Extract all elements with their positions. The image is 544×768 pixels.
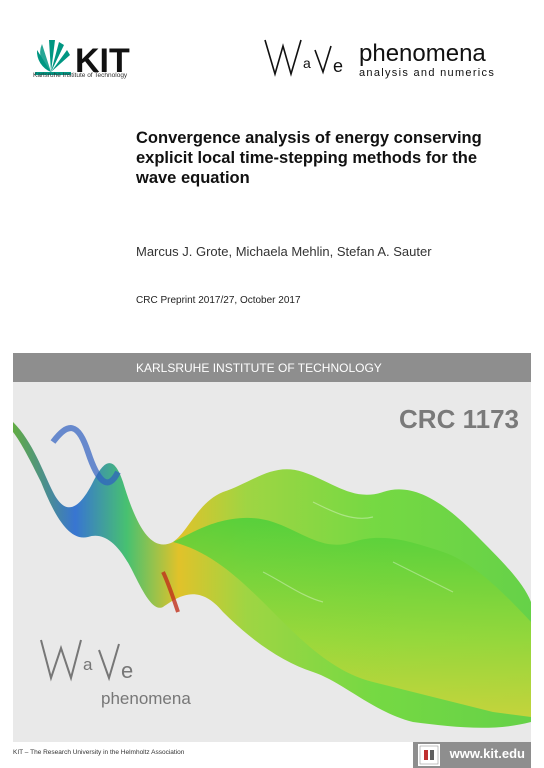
svg-text:e: e bbox=[121, 658, 133, 683]
svg-text:a: a bbox=[83, 655, 93, 674]
footer-tagline: KIT – The Research University in the Hel… bbox=[13, 749, 185, 756]
wave-logo-word: phenomena bbox=[101, 689, 191, 708]
institute-banner: KARLSRUHE INSTITUTE OF TECHNOLOGY bbox=[13, 353, 531, 382]
kit-subtitle: Karlsruhe Institute of Technology bbox=[33, 72, 128, 79]
document-authors: Marcus J. Grote, Michaela Mehlin, Stefan… bbox=[136, 244, 432, 259]
kit-logo: KIT bbox=[35, 40, 130, 80]
wave-logo-subtitle: analysis and numerics bbox=[359, 67, 496, 79]
preprint-info: CRC Preprint 2017/27, October 2017 bbox=[136, 295, 301, 306]
svg-text:e: e bbox=[333, 56, 343, 76]
svg-text:a: a bbox=[303, 55, 311, 71]
wave-phenomena-logo-large: a e bbox=[40, 639, 133, 683]
institute-name: KARLSRUHE INSTITUTE OF TECHNOLOGY bbox=[136, 361, 382, 375]
cover-header-section: KIT Karlsruhe Institute of Technology a … bbox=[13, 12, 531, 353]
wave-logo-title: phenomena bbox=[359, 40, 486, 67]
helmholtz-emblem-icon bbox=[418, 744, 440, 766]
cover-graphic-section: CRC 1173 a e phenomena bbox=[13, 382, 531, 742]
crc-label: CRC 1173 bbox=[399, 404, 519, 434]
document-title: Convergence analysis of energy conservin… bbox=[136, 129, 482, 187]
svg-text:KIT: KIT bbox=[75, 42, 130, 80]
cover-page: KIT Karlsruhe Institute of Technology a … bbox=[13, 12, 531, 742]
wave-surface-image bbox=[13, 422, 531, 728]
footer-url[interactable]: www.kit.edu bbox=[449, 746, 525, 761]
wave-phenomena-logo: a e bbox=[264, 39, 343, 77]
